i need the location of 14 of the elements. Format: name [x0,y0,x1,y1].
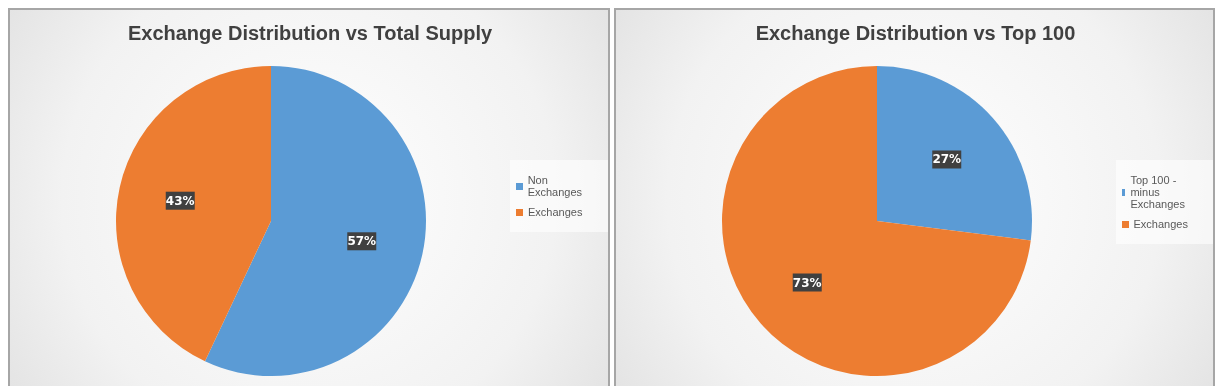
pie-slice [116,66,271,362]
legend-label: Exchanges [528,206,583,218]
data-label: 73% [792,275,822,290]
legend-label: Top 100 - minus Exchanges [1130,174,1186,210]
pie-slice [876,66,1032,241]
data-label: 43% [165,193,195,208]
data-label: 57% [347,234,377,249]
pie-slice [205,66,426,376]
legend-label: Non Exchanges [527,174,584,198]
chart-title: Exchange Distribution vs Top 100 [754,22,1077,45]
legend-label: Exchanges [1133,218,1188,230]
data-label: 27% [931,152,961,167]
chart-title: Exchange Distribution vs Total Supply [126,22,494,45]
pie-slice [721,66,1031,376]
